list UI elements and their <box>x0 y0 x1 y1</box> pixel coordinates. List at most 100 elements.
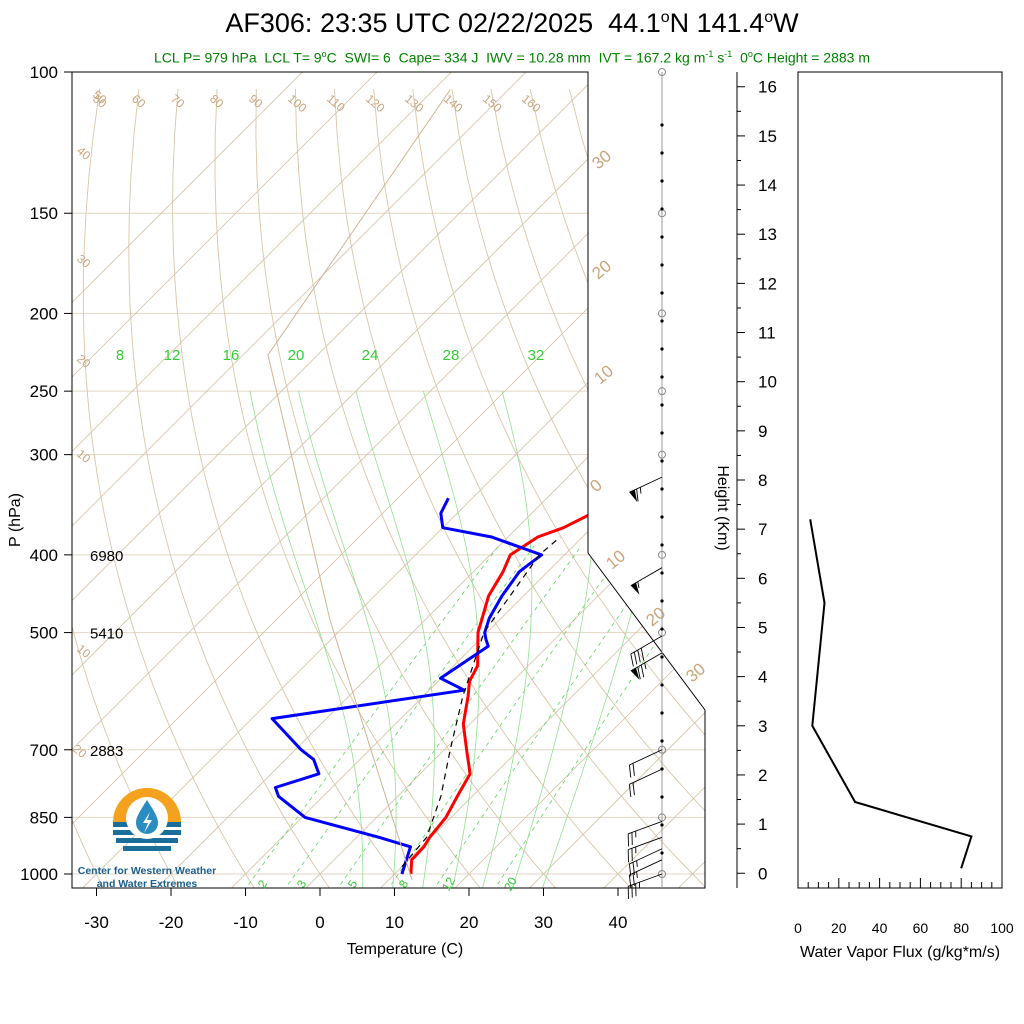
y-tick-label: 500 <box>30 624 58 643</box>
wind-barb-shaft <box>629 476 663 493</box>
isotherm-line <box>377 72 705 888</box>
wind-barb-full <box>637 649 641 663</box>
mast-dot <box>660 403 664 407</box>
isotherm-edge-label: 30 <box>682 659 709 686</box>
dry-adiabat-label: 80 <box>207 92 226 112</box>
reference-line <box>267 89 451 881</box>
dry-adiabat-line <box>607 88 705 888</box>
wind-barb-full <box>632 782 635 796</box>
mast-dot <box>660 151 664 155</box>
dry-adiabat-label: 140 <box>441 92 466 116</box>
wind-barb <box>628 768 663 797</box>
dry-adiabat-line <box>843 89 1024 891</box>
isotherm-line <box>526 72 705 888</box>
wind-barb-full <box>633 651 638 665</box>
flux-tick-label: 20 <box>831 920 847 936</box>
isotherm-edge-label: 20 <box>588 256 615 283</box>
wind-barb-shaft <box>629 768 663 785</box>
wind-barb-half <box>639 487 642 494</box>
y-tick-label: 400 <box>30 546 58 565</box>
chart-subtitle: LCL P= 979 hPa LCL T= 9oC SWI= 6 Cape= 3… <box>153 49 870 66</box>
x-tick-label: 20 <box>460 913 479 932</box>
height-tick-label: 16 <box>758 78 777 97</box>
mast-dot <box>660 123 664 127</box>
mast-dot <box>660 711 664 715</box>
mast-dot <box>660 179 664 183</box>
mast-dot <box>660 599 664 603</box>
wind-barb-full <box>628 784 632 797</box>
wind-barb-full <box>640 647 645 661</box>
geopotential-height-label: 2883 <box>90 743 123 760</box>
height-tick-label: 5 <box>758 618 767 637</box>
height-tick-label: 12 <box>758 274 777 293</box>
wind-barb-shaft <box>630 567 663 587</box>
dry-adiabat-line <box>765 89 1024 891</box>
y-tick-label: 850 <box>30 808 58 827</box>
moist-adiabat-label: 20 <box>288 347 305 364</box>
moist-adiabat-label: 8 <box>116 347 124 364</box>
flux-panel-frame <box>797 71 1003 889</box>
height-tick-label: 2 <box>758 766 767 785</box>
wind-barb-half <box>636 860 638 867</box>
mast-level-marker <box>658 387 666 396</box>
wind-barb <box>630 652 663 680</box>
wind-barb <box>628 749 663 778</box>
flux-tick-label: 0 <box>794 920 802 936</box>
moist-adiabat-line <box>541 391 672 888</box>
mixing-ratio-line <box>335 545 582 888</box>
mast-dot <box>660 683 664 687</box>
height-tick-label: 13 <box>758 225 777 244</box>
height-tick-label: 4 <box>758 668 767 687</box>
moist-adiabat-label: 24 <box>362 347 379 364</box>
mast-dot <box>660 347 664 351</box>
isotherm-line <box>302 72 705 888</box>
y-tick-label: 200 <box>30 304 58 323</box>
mast-dot <box>660 487 664 491</box>
dry-adiabat-line <box>490 88 705 888</box>
isotherm-line <box>72 72 321 888</box>
dry-adiabat-label: 130 <box>402 92 427 116</box>
mast-dot <box>660 627 664 631</box>
logo-text-line1: Center for Western Weather <box>77 865 217 877</box>
x-tick-label: 40 <box>609 913 628 932</box>
wind-barb-full <box>630 653 634 667</box>
y-axis-label: P (hPa) <box>7 493 24 547</box>
moist-adiabat-line <box>355 390 435 888</box>
dry-adiabat-label: 70 <box>168 92 187 112</box>
wind-barb-full <box>640 664 645 678</box>
isotherm-left-label: 30 <box>74 252 93 272</box>
y-tick-label: 150 <box>30 204 58 223</box>
mast-dot <box>660 235 664 239</box>
height-tick-label: 1 <box>758 815 767 834</box>
isotherm-edge-label: 0 <box>586 475 605 496</box>
dry-adiabat-label: 120 <box>363 92 388 116</box>
dry-adiabat-line <box>334 88 705 888</box>
wind-barb-half <box>644 662 647 670</box>
wind-barb <box>630 635 663 667</box>
height-tick-label: 3 <box>758 717 767 736</box>
mixing-ratio-label: 12 <box>439 874 458 893</box>
moist-adiabat-line <box>249 391 364 888</box>
isotherm-edge-label: 20 <box>642 603 669 630</box>
wind-barb-flag <box>630 667 640 680</box>
wind-barb-full <box>632 873 635 886</box>
isotherm-line <box>228 72 705 888</box>
moist-adiabat-line <box>423 390 480 888</box>
height-tick-label: 0 <box>758 864 767 883</box>
height-tick-label: 11 <box>758 324 776 343</box>
isotherm-line <box>72 72 694 888</box>
dry-adiabat-line <box>214 88 484 888</box>
wind-barb <box>629 476 663 502</box>
wind-barb-shaft <box>628 836 663 851</box>
wind-barb-full <box>632 763 635 776</box>
mast-level-marker <box>658 550 666 559</box>
wind-barb <box>628 848 663 877</box>
flux-tick-label: 80 <box>953 920 969 936</box>
height-tick-label: 15 <box>758 127 777 146</box>
y-tick-label: 300 <box>30 446 58 465</box>
moist-adiabat-label: 16 <box>223 347 240 364</box>
dry-adiabat-label: 90 <box>246 92 265 112</box>
isotherm-line <box>72 72 619 888</box>
dry-adiabat-line <box>568 88 705 888</box>
